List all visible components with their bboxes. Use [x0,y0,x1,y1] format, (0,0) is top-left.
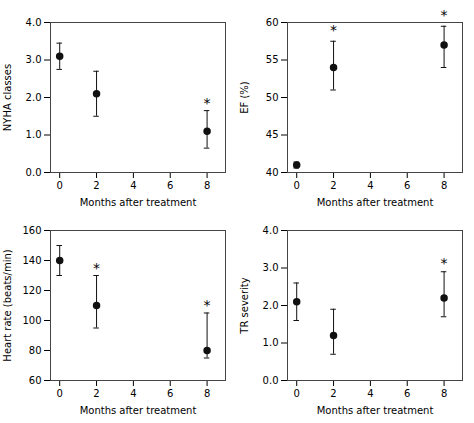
svg-text:0.0: 0.0 [263,375,279,386]
svg-text:120: 120 [22,285,41,296]
svg-text:Months after treatment: Months after treatment [317,405,434,416]
svg-text:Heart rate (beats/min): Heart rate (beats/min) [2,249,13,361]
svg-text:6: 6 [167,388,173,399]
svg-text:1.0: 1.0 [26,129,42,140]
svg-text:2: 2 [330,388,336,399]
svg-text:40: 40 [266,167,279,178]
svg-text:2: 2 [93,180,99,191]
svg-text:3.0: 3.0 [263,262,279,273]
svg-text:6: 6 [167,180,173,191]
svg-text:6: 6 [404,180,410,191]
svg-text:EF (%): EF (%) [239,81,250,114]
svg-text:2: 2 [93,388,99,399]
svg-text:2.0: 2.0 [26,92,42,103]
svg-text:8: 8 [441,180,447,191]
svg-text:Months after treatment: Months after treatment [80,197,197,208]
svg-text:8: 8 [441,388,447,399]
svg-text:Months after treatment: Months after treatment [317,197,434,208]
svg-text:0.0: 0.0 [26,167,42,178]
svg-text:3.0: 3.0 [26,54,42,65]
svg-text:4: 4 [367,388,373,399]
svg-text:60: 60 [29,375,42,386]
svg-text:*: * [204,95,211,111]
svg-text:NYHA classes: NYHA classes [2,64,13,131]
svg-text:*: * [204,297,211,313]
svg-text:4: 4 [130,180,136,191]
svg-text:160: 160 [22,225,41,236]
svg-text:55: 55 [266,54,279,65]
svg-text:*: * [93,260,100,276]
svg-text:8: 8 [204,180,210,191]
svg-text:6: 6 [404,388,410,399]
svg-text:4.0: 4.0 [263,225,279,236]
svg-text:0: 0 [57,388,63,399]
svg-text:*: * [441,7,448,23]
svg-text:*: * [330,22,337,38]
svg-text:2.0: 2.0 [263,300,279,311]
svg-text:Months after treatment: Months after treatment [80,405,197,416]
svg-text:0: 0 [57,180,63,191]
svg-text:100: 100 [22,315,41,326]
svg-text:2: 2 [330,180,336,191]
svg-text:80: 80 [29,345,42,356]
svg-text:0: 0 [294,388,300,399]
svg-text:4: 4 [130,388,136,399]
svg-text:45: 45 [266,129,279,140]
svg-text:60: 60 [266,17,279,28]
svg-text:50: 50 [266,92,279,103]
svg-text:8: 8 [204,388,210,399]
svg-text:140: 140 [22,255,41,266]
svg-text:4: 4 [367,180,373,191]
svg-text:*: * [441,255,448,271]
svg-text:4.0: 4.0 [26,17,42,28]
svg-text:0: 0 [294,180,300,191]
svg-text:TR severity: TR severity [239,277,250,334]
svg-text:1.0: 1.0 [263,337,279,348]
